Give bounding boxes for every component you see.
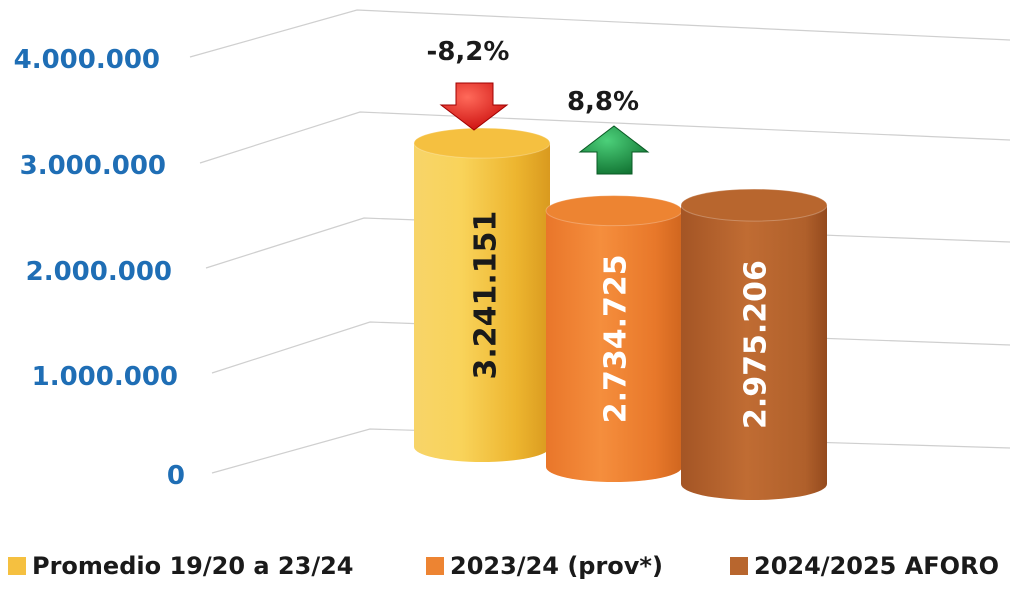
annotation-text: 8,8%	[567, 87, 639, 117]
chart: 0 1.000.000 2.000.000 3.000.000 4.000.00…	[14, 9, 1010, 500]
annotation-text: -8,2%	[427, 37, 510, 67]
bar-body	[414, 143, 550, 462]
legend-item: 2024/2025 AFORO	[730, 552, 999, 580]
annotation-up: 8,8%	[567, 87, 650, 175]
legend-label: Promedio 19/20 a 23/24	[32, 552, 354, 580]
legend-label: 2023/24 (prov*)	[450, 552, 663, 580]
bar-top	[680, 188, 828, 222]
gridline	[199, 111, 1010, 164]
y-tick-label: 1.000.000	[32, 362, 178, 392]
bar-value-label: 3.241.151	[469, 211, 504, 380]
up-arrow-icon	[578, 125, 650, 175]
gridline	[189, 9, 1010, 58]
bars: 3.241.151 2.734.725 2.975.206	[413, 127, 828, 500]
legend-item: 2023/24 (prov*)	[426, 552, 663, 580]
bar-top	[413, 127, 551, 159]
bar-promedio: 3.241.151	[413, 127, 551, 462]
down-arrow-icon	[439, 82, 509, 131]
bar-value-label: 2.975.206	[739, 260, 774, 429]
legend-swatch	[8, 557, 26, 575]
y-tick-label: 3.000.000	[20, 151, 166, 181]
bar-value-label: 2.734.725	[599, 254, 634, 423]
legend-swatch	[730, 557, 748, 575]
y-tick-label: 4.000.000	[14, 45, 160, 75]
bar-2024-2025: 2.975.206	[680, 188, 828, 500]
bar-body	[681, 205, 827, 500]
bar-2023-24: 2.734.725	[545, 195, 683, 482]
legend-swatch	[426, 557, 444, 575]
annotation-down: -8,2%	[427, 37, 510, 131]
legend-label: 2024/2025 AFORO	[754, 552, 999, 580]
y-tick-label: 2.000.000	[26, 257, 172, 287]
bar-top	[545, 195, 683, 227]
legend-item: Promedio 19/20 a 23/24	[8, 552, 353, 580]
y-axis-ticks: 0 1.000.000 2.000.000 3.000.000 4.000.00…	[14, 45, 185, 491]
bar-body	[546, 210, 682, 482]
y-tick-label: 0	[167, 461, 185, 491]
